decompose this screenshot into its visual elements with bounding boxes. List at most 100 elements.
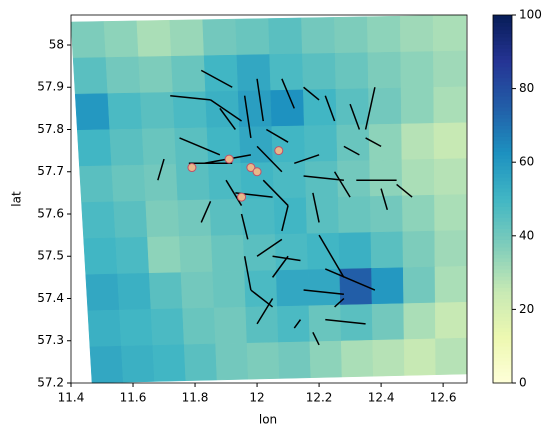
mesh-cell bbox=[403, 302, 436, 340]
colorbar-step bbox=[493, 199, 512, 204]
colorbar-step bbox=[493, 55, 512, 60]
x-tick-label: 11.4 bbox=[58, 391, 85, 405]
colorbar-step bbox=[493, 298, 512, 303]
colorbar-step bbox=[493, 129, 512, 134]
colorbar-step bbox=[493, 70, 512, 75]
mesh-cell bbox=[152, 344, 187, 382]
colorbar-step bbox=[493, 221, 512, 226]
mesh-cell bbox=[141, 128, 177, 166]
y-tick-label: 57.9 bbox=[37, 80, 64, 94]
colorbar-step bbox=[493, 276, 512, 281]
mesh-cell bbox=[205, 90, 240, 129]
track-segment bbox=[294, 154, 320, 165]
station-point bbox=[224, 154, 234, 164]
track-segment bbox=[303, 289, 344, 296]
mesh-cell bbox=[215, 342, 249, 381]
colorbar-step bbox=[493, 291, 512, 296]
colorbar-step bbox=[493, 324, 512, 329]
colorbar-tick-label: 100 bbox=[519, 8, 542, 22]
mesh-cell bbox=[242, 234, 277, 272]
mesh-cell bbox=[268, 17, 303, 55]
track-segment bbox=[262, 179, 289, 207]
colorbar-step bbox=[493, 66, 512, 71]
mesh-cell bbox=[369, 159, 403, 197]
mesh-cell bbox=[109, 128, 145, 167]
mesh-cell bbox=[148, 272, 183, 310]
mesh-cell bbox=[145, 200, 180, 238]
colorbar-step bbox=[493, 132, 512, 137]
track-segment bbox=[380, 188, 389, 210]
mesh-cell bbox=[70, 21, 107, 59]
mesh-cell bbox=[246, 342, 280, 380]
colorbar-step bbox=[493, 18, 512, 23]
colorbar-step bbox=[493, 103, 512, 108]
colorbar-step bbox=[493, 246, 512, 252]
colorbar-step bbox=[493, 92, 512, 97]
colorbar-step bbox=[493, 169, 512, 174]
mesh-cell bbox=[334, 52, 369, 90]
mesh-cell bbox=[434, 230, 467, 268]
mesh-cell bbox=[402, 230, 436, 268]
colorbar-step bbox=[493, 95, 512, 101]
colorbar-step bbox=[493, 305, 512, 310]
track-segment bbox=[219, 107, 236, 130]
mesh-cell bbox=[237, 90, 273, 128]
y-tick-label: 57.3 bbox=[37, 333, 64, 347]
colorbar-step bbox=[493, 26, 512, 31]
mesh-cell bbox=[337, 196, 372, 234]
track-segment bbox=[325, 318, 366, 325]
mesh-cell bbox=[433, 86, 467, 124]
track-segment bbox=[200, 69, 233, 88]
mesh-cell bbox=[337, 160, 371, 198]
colorbar-step bbox=[493, 294, 512, 299]
track-segment bbox=[256, 238, 283, 257]
mesh-cell bbox=[111, 164, 146, 203]
colorbar-step bbox=[493, 37, 512, 42]
track-segment bbox=[333, 171, 351, 198]
colorbar-tick-label: 20 bbox=[519, 302, 534, 316]
station-point bbox=[237, 192, 247, 202]
mesh-cell bbox=[274, 233, 309, 271]
mesh-cell bbox=[369, 195, 404, 233]
mesh-cell bbox=[138, 56, 174, 94]
mesh-cell bbox=[212, 270, 246, 309]
colorbar-step bbox=[493, 202, 512, 207]
colorbar-step bbox=[493, 114, 512, 119]
colorbar-step bbox=[493, 81, 512, 86]
colorbar-step bbox=[493, 346, 512, 351]
mesh-cell bbox=[203, 54, 239, 92]
colorbar-step bbox=[493, 309, 512, 314]
colorbar-step bbox=[493, 316, 512, 321]
mesh-cell bbox=[434, 266, 468, 304]
mesh-cell bbox=[140, 92, 175, 130]
colorbar-step bbox=[493, 338, 512, 344]
mesh-cell bbox=[77, 129, 112, 167]
mesh-cell bbox=[371, 267, 404, 305]
mesh-cell bbox=[177, 199, 212, 237]
colorbar-step bbox=[493, 217, 512, 222]
colorbar-step bbox=[493, 279, 512, 285]
mesh-cell bbox=[211, 234, 245, 273]
mesh-cell bbox=[74, 93, 110, 131]
mesh-cell bbox=[434, 194, 467, 232]
colorbar-step bbox=[493, 44, 512, 49]
mesh-cell bbox=[277, 305, 311, 343]
mesh-cell bbox=[367, 51, 402, 89]
mesh-cell bbox=[433, 122, 467, 160]
mesh-cell bbox=[435, 337, 468, 376]
mesh-cell bbox=[72, 57, 109, 95]
mesh-cell bbox=[401, 123, 435, 161]
track-segment bbox=[343, 145, 360, 156]
x-axis-label: lon bbox=[259, 413, 277, 427]
mesh-cell bbox=[121, 345, 155, 383]
mesh-cell bbox=[403, 338, 437, 376]
mesh-cell bbox=[89, 345, 124, 384]
track-segment bbox=[243, 95, 252, 139]
mesh-cell bbox=[307, 268, 341, 307]
mesh-cell bbox=[136, 19, 172, 58]
colorbar-step bbox=[493, 210, 512, 215]
track-segment bbox=[312, 192, 320, 223]
station-point bbox=[274, 146, 284, 156]
x-tick-label: 12.6 bbox=[430, 391, 457, 405]
